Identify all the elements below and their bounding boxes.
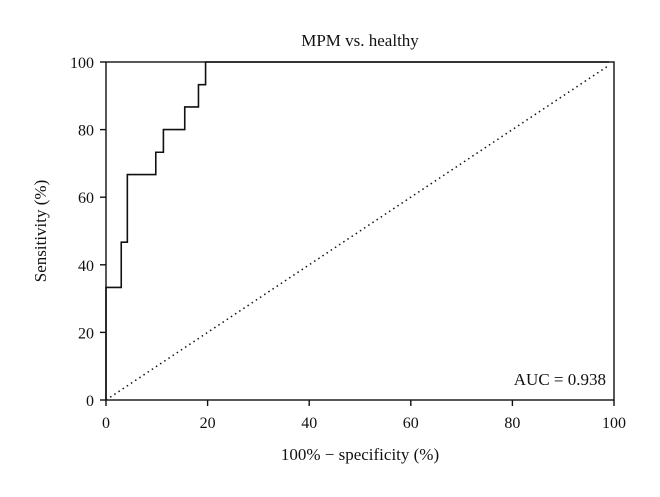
x-tick-label: 100: [602, 415, 626, 432]
series-layer: [105, 61, 610, 401]
y-tick-label: 100: [70, 55, 94, 72]
y-tick-label: 20: [78, 325, 94, 342]
y-axis-ticks: 0 20 40 60 80 100: [70, 55, 106, 410]
x-tick-label: 80: [504, 415, 520, 432]
roc-curve-line: [105, 61, 609, 400]
y-tick-label: 40: [78, 258, 94, 275]
y-tick-label: 80: [78, 123, 94, 140]
x-axis-title: 100% − specificity (%): [281, 445, 439, 464]
x-tick-label: 0: [102, 415, 110, 432]
y-tick-label: 60: [78, 190, 94, 207]
x-tick-label: 60: [403, 415, 419, 432]
x-axis-ticks: 0 20 40 60 80 100: [102, 400, 626, 432]
chart-title: MPM vs. healthy: [301, 31, 419, 50]
y-tick-label: 0: [86, 393, 94, 410]
x-tick-label: 20: [200, 415, 216, 432]
x-tick-label: 40: [301, 415, 317, 432]
reference-diagonal-line: [105, 64, 610, 401]
y-axis-title: Sensitivity (%): [31, 180, 50, 282]
auc-annotation: AUC = 0.938: [514, 370, 606, 389]
